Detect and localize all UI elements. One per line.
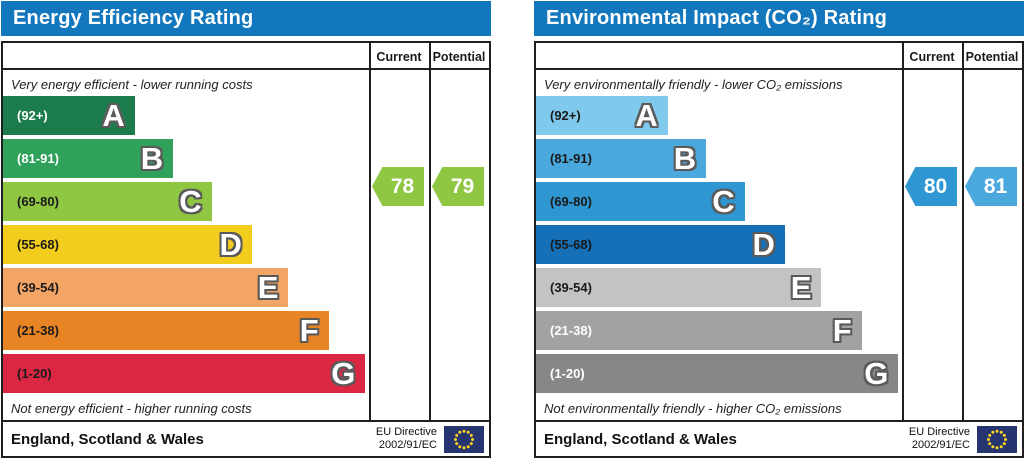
current-rating-marker: 78 <box>372 167 424 206</box>
band-a: (92+) A <box>3 96 135 135</box>
eu-flag-icon <box>444 425 484 453</box>
column-divider <box>962 43 964 420</box>
eu-directive-line1: EU Directive <box>375 425 437 438</box>
band-range: (55-68) <box>550 237 592 252</box>
band-c: (69-80) C <box>3 182 212 221</box>
column-divider <box>902 43 904 420</box>
band-g: (1-20) G <box>3 354 366 393</box>
band-range: (92+) <box>17 108 48 123</box>
band-range: (55-68) <box>17 237 59 252</box>
potential-column-header: Potential <box>432 49 486 64</box>
band-letter: G <box>864 356 889 391</box>
band-f: (21-38) F <box>3 311 329 350</box>
energy-bands-area: Very energy efficient - lower running co… <box>3 72 369 420</box>
band-letter: B <box>673 141 697 176</box>
potential-rating-marker: 79 <box>432 167 484 206</box>
region-label: England, Scotland & Wales <box>544 430 737 448</box>
band-letter: A <box>102 98 125 133</box>
band-letter: E <box>790 270 812 305</box>
band-range: (1-20) <box>17 366 52 381</box>
column-divider <box>429 43 431 420</box>
energy-bands: (92+) A (81-91) B (69-80) C (55-68) D <box>3 96 369 393</box>
band-range: (21-38) <box>550 323 592 338</box>
current-column-header: Current <box>909 49 955 64</box>
co2-bands: (92+) A (81-91) B (69-80) C (55-68) D <box>536 96 902 393</box>
potential-rating-marker: 81 <box>965 167 1017 206</box>
column-divider <box>369 43 371 420</box>
band-range: (1-20) <box>550 366 585 381</box>
eu-directive-line2: 2002/91/EC <box>378 439 437 451</box>
band-range: (69-80) <box>550 194 592 209</box>
column-header-row: Current Potential <box>536 43 1022 70</box>
band-letter: D <box>752 227 775 262</box>
band-letter: C <box>712 184 735 219</box>
band-e: (39-54) E <box>536 268 822 307</box>
band-range: (39-54) <box>17 280 59 295</box>
eu-directive-label: EU Directive 2002/91/EC <box>909 426 977 452</box>
band-range: (92+) <box>550 108 581 123</box>
band-e: (39-54) E <box>3 268 289 307</box>
environmental-impact-panel: Environmental Impact (CO₂) Rating Curren… <box>534 1 1024 458</box>
band-d: (55-68) D <box>3 225 252 264</box>
environmental-impact-table: Current Potential Very environmentally f… <box>534 41 1024 458</box>
band-b: (81-91) B <box>536 139 707 178</box>
energy-efficiency-title: Energy Efficiency Rating <box>1 1 491 36</box>
co2-bands-area: Very environmentally friendly - lower CO… <box>536 72 902 420</box>
energy-efficiency-table: Current Potential Very energy efficient … <box>1 41 491 458</box>
current-rating-marker: 80 <box>905 167 957 206</box>
eu-directive-line2: 2002/91/EC <box>911 439 970 451</box>
band-letter: C <box>179 184 202 219</box>
band-range: (21-38) <box>17 323 59 338</box>
band-range: (69-80) <box>17 194 59 209</box>
environmental-impact-title: Environmental Impact (CO₂) Rating <box>534 1 1024 36</box>
band-letter: G <box>331 356 356 391</box>
band-letter: B <box>140 141 164 176</box>
band-a: (92+) A <box>536 96 668 135</box>
band-letter: F <box>299 313 319 348</box>
panel-footer: England, Scotland & Wales EU Directive 2… <box>3 420 489 456</box>
eu-directive-line1: EU Directive <box>908 425 970 438</box>
band-letter: F <box>832 313 852 348</box>
panel-footer: England, Scotland & Wales EU Directive 2… <box>536 420 1022 456</box>
region-label: England, Scotland & Wales <box>11 430 204 448</box>
band-c: (69-80) C <box>536 182 745 221</box>
current-column-header: Current <box>376 49 422 64</box>
top-note: Very energy efficient - lower running co… <box>11 77 253 92</box>
eu-flag-icon <box>977 425 1017 453</box>
band-b: (81-91) B <box>3 139 174 178</box>
band-g: (1-20) G <box>536 354 899 393</box>
potential-column-header: Potential <box>965 49 1019 64</box>
band-range: (39-54) <box>550 280 592 295</box>
top-note: Very environmentally friendly - lower CO… <box>544 77 843 92</box>
band-letter: E <box>257 270 279 305</box>
band-f: (21-38) F <box>536 311 862 350</box>
band-d: (55-68) D <box>536 225 785 264</box>
band-letter: A <box>635 98 658 133</box>
band-range: (81-91) <box>17 151 59 166</box>
band-range: (81-91) <box>550 151 592 166</box>
column-header-row: Current Potential <box>3 43 489 70</box>
energy-efficiency-panel: Energy Efficiency Rating Current Potenti… <box>1 1 491 458</box>
eu-directive-label: EU Directive 2002/91/EC <box>376 426 444 452</box>
bottom-note: Not energy efficient - higher running co… <box>11 401 252 416</box>
band-letter: D <box>219 227 242 262</box>
bottom-note: Not environmentally friendly - higher CO… <box>544 401 842 416</box>
